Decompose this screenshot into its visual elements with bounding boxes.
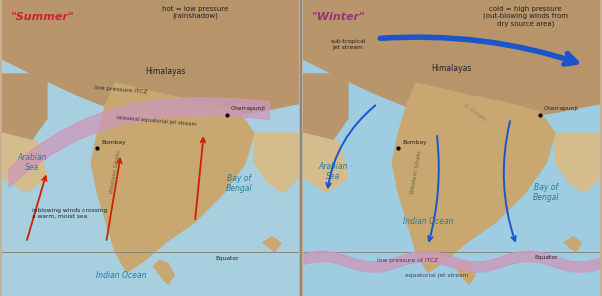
Polygon shape <box>455 260 475 284</box>
Polygon shape <box>106 0 299 110</box>
Text: Arabian
Sea: Arabian Sea <box>318 162 348 181</box>
Text: Himalayas: Himalayas <box>431 64 472 73</box>
Polygon shape <box>393 83 555 272</box>
Polygon shape <box>407 0 600 110</box>
Text: Western Ghats: Western Ghats <box>410 149 422 194</box>
Text: Equator: Equator <box>216 256 239 261</box>
Text: R. Ganges: R. Ganges <box>463 103 488 122</box>
Text: Equator: Equator <box>535 255 558 260</box>
Polygon shape <box>303 74 348 148</box>
Polygon shape <box>2 133 47 192</box>
Text: "Summer": "Summer" <box>11 12 75 22</box>
Polygon shape <box>254 133 299 192</box>
Text: equatorial jet stream: equatorial jet stream <box>405 273 468 278</box>
Polygon shape <box>92 83 254 272</box>
Polygon shape <box>2 0 299 124</box>
Text: Arabian
Sea: Arabian Sea <box>17 153 47 173</box>
Text: Cherrapunji: Cherrapunji <box>231 106 265 111</box>
Text: "Winter": "Winter" <box>312 12 366 22</box>
Polygon shape <box>263 237 281 252</box>
Text: inblowing winds crossing
a warm, moist sea: inblowing winds crossing a warm, moist s… <box>32 208 107 218</box>
Text: hot = low pressure
(rainshadow): hot = low pressure (rainshadow) <box>162 6 228 20</box>
Polygon shape <box>154 260 174 284</box>
Text: Bay of
Bengal: Bay of Bengal <box>533 183 559 202</box>
Text: Western Ghats: Western Ghats <box>109 149 121 194</box>
Text: low pressure ITCZ: low pressure ITCZ <box>94 85 147 95</box>
Text: seasonal equatorial jet stream: seasonal equatorial jet stream <box>116 115 197 128</box>
Text: low pressure of ITCZ: low pressure of ITCZ <box>376 258 438 263</box>
Text: Himalayas: Himalayas <box>145 67 185 75</box>
Text: Bombay: Bombay <box>403 140 427 145</box>
Text: Bombay: Bombay <box>102 140 126 145</box>
Text: Bay of
Bengal: Bay of Bengal <box>226 174 253 193</box>
Text: Cherrapunji: Cherrapunji <box>543 106 578 111</box>
Text: Indian Ocean: Indian Ocean <box>96 271 146 280</box>
Polygon shape <box>303 133 348 192</box>
Polygon shape <box>564 237 582 252</box>
Text: cold = high pressure
(out-blowing winds from
dry source area): cold = high pressure (out-blowing winds … <box>483 6 568 27</box>
Text: Indian Ocean: Indian Ocean <box>403 218 453 226</box>
Polygon shape <box>2 74 47 148</box>
Text: sub-tropical
jet stream: sub-tropical jet stream <box>330 39 365 50</box>
Polygon shape <box>555 133 600 192</box>
Polygon shape <box>303 0 600 124</box>
